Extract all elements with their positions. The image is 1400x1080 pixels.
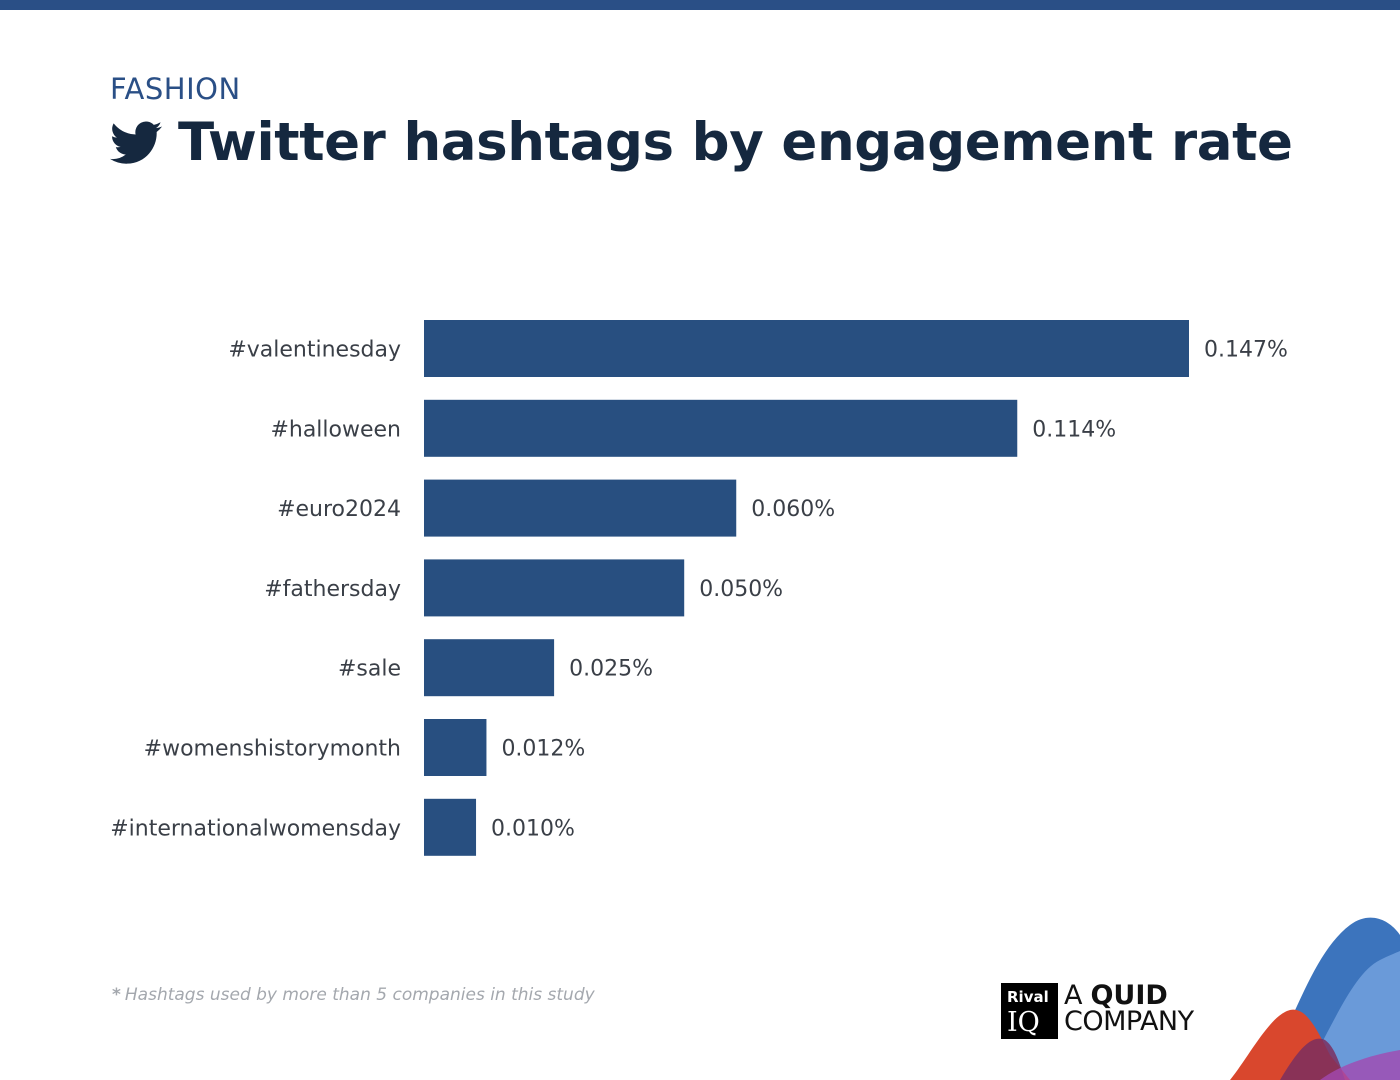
footnote-text: Hashtags used by more than 5 companies i… xyxy=(124,985,595,1005)
value-label: 0.025% xyxy=(569,657,653,682)
category-label: #womenshistorymonth xyxy=(144,737,401,762)
value-label: 0.114% xyxy=(1032,417,1116,442)
bar xyxy=(424,719,487,776)
value-label: 0.060% xyxy=(751,497,835,522)
tagline-quid: QUID xyxy=(1090,980,1168,1011)
category-label: FASHION xyxy=(110,72,241,106)
category-label: #euro2024 xyxy=(277,497,401,522)
top-accent-bar xyxy=(0,0,1400,10)
value-label: 0.012% xyxy=(501,737,585,762)
bar xyxy=(424,559,685,617)
category-label: #halloween xyxy=(270,417,401,442)
category-label: #internationalwomensday xyxy=(110,816,401,841)
decorative-waves xyxy=(1230,917,1400,1080)
category-label: #valentinesday xyxy=(228,338,401,363)
bar xyxy=(424,479,737,537)
logo-line-iq: IQ xyxy=(1007,1007,1040,1038)
logo-line-rival: Rival xyxy=(1007,988,1049,1006)
footnote: * Hashtags used by more than 5 companies … xyxy=(112,985,595,1005)
twitter-bird-icon xyxy=(110,120,162,164)
brand-logo: Rival IQ A QUID COMPANY xyxy=(1001,980,1194,1039)
bar xyxy=(424,798,477,856)
tagline-company: COMPANY xyxy=(1064,1006,1194,1037)
tagline-a: A xyxy=(1064,980,1083,1011)
value-label: 0.010% xyxy=(491,816,575,841)
bar xyxy=(424,320,1189,377)
rival-iq-logo: Rival IQ xyxy=(1001,983,1058,1039)
bar xyxy=(424,639,555,697)
bar xyxy=(424,399,1018,457)
footnote-star: * xyxy=(112,985,121,1005)
title-row: Twitter hashtags by engagement rate xyxy=(110,112,1293,173)
value-label: 0.050% xyxy=(699,577,783,602)
category-label: #fathersday xyxy=(264,577,401,602)
category-label: #sale xyxy=(338,657,401,682)
value-label: 0.147% xyxy=(1204,338,1288,363)
brand-tagline: A QUID COMPANY xyxy=(1064,980,1194,1037)
chart-title: Twitter hashtags by engagement rate xyxy=(178,112,1293,173)
